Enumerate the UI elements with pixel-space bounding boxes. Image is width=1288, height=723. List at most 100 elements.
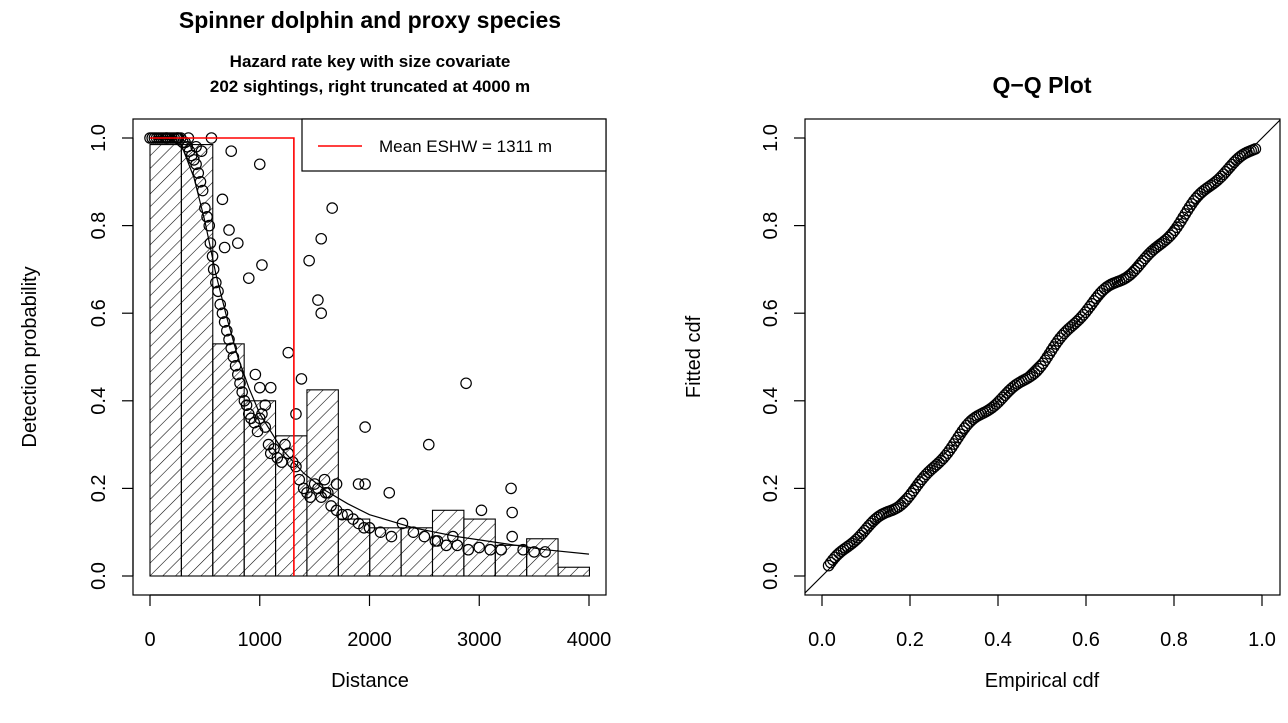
sighting-point: [431, 535, 444, 547]
histogram-bar: [557, 566, 590, 577]
x-tick-label: 0.6: [1072, 629, 1100, 651]
sighting-point: [236, 386, 248, 398]
qq-point: [992, 396, 1005, 408]
x-tick-label: 4000: [567, 629, 612, 651]
qq-point: [954, 428, 967, 441]
mean-eshw-line: [150, 137, 295, 576]
x-axis-label: Distance: [331, 670, 409, 692]
y-axis: 0.0 0.2 0.4 0.6 0.8 1.0: [88, 124, 134, 590]
sighting-point: [216, 307, 229, 319]
qq-point: [1249, 143, 1262, 155]
sighting-point: [212, 285, 224, 298]
sighting-point: [271, 451, 284, 464]
sighting-point: [318, 473, 331, 486]
sighting-point: [407, 526, 420, 538]
qq-point: [1043, 347, 1056, 360]
x-tick-label: 0.8: [1160, 629, 1188, 651]
sighting-point: [462, 543, 475, 556]
sighting-point: [505, 482, 517, 495]
sighting-point: [210, 276, 222, 289]
sighting-point: [290, 408, 302, 420]
histogram-bar: [494, 544, 528, 577]
chart-subtitle-line-2: 202 sightings, right truncated at 4000 m: [210, 77, 530, 96]
qq-point: [926, 462, 939, 475]
qq-point: [999, 389, 1011, 401]
x-tick-label: 3000: [457, 629, 502, 651]
sighting-point: [539, 546, 551, 558]
qq-point: [1183, 201, 1196, 213]
qq-point: [943, 444, 956, 457]
sighting-point: [195, 145, 208, 157]
sighting-point: [221, 324, 233, 337]
sighting-point: [242, 272, 255, 284]
sighting-point: [290, 460, 302, 473]
y-tick-label: 1.0: [88, 124, 110, 152]
sighting-point: [206, 250, 219, 263]
sighting-point: [190, 158, 202, 171]
sighting-point: [517, 543, 529, 556]
sighting-point: [385, 530, 398, 543]
qq-point: [1122, 270, 1134, 283]
sighting-point: [282, 346, 295, 359]
histogram-bar: [431, 509, 465, 577]
y-axis-label: Fitted cdf: [683, 315, 705, 398]
sighting-point: [194, 176, 207, 188]
chart-title: Spinner dolphin and proxy species: [179, 7, 561, 33]
qq-point: [1228, 156, 1240, 169]
sighting-point: [374, 526, 387, 538]
qq-point: [1141, 250, 1153, 262]
qq-point: [829, 551, 841, 564]
histogram-bar: [306, 389, 339, 577]
sighting-point: [303, 254, 315, 267]
qq-point: [1069, 317, 1081, 330]
fitted-detection-curve: [150, 137, 590, 555]
qq-point: [1211, 174, 1223, 187]
qq-point: [905, 487, 918, 500]
qq-point: [1226, 158, 1238, 171]
qq-points: [822, 143, 1262, 572]
sighting-point: [264, 381, 277, 394]
qq-point: [952, 431, 964, 444]
y-tick-label: 0.2: [760, 474, 782, 502]
qq-point: [1041, 351, 1054, 363]
sighting-point: [315, 232, 328, 245]
y-tick-label: 0.6: [88, 299, 110, 327]
x-tick-label: 0.2: [896, 629, 924, 651]
qq-point: [1060, 325, 1073, 337]
qq-point: [1083, 300, 1096, 313]
y-axis: 0.0 0.2 0.4 0.6 0.8 1.0: [760, 124, 806, 590]
qq-point: [1035, 360, 1047, 372]
sighting-point: [460, 377, 472, 390]
qq-point: [846, 537, 858, 550]
x-tick-label: 0.0: [808, 629, 836, 651]
sighting-point: [223, 224, 235, 236]
sighting-point: [363, 522, 376, 534]
sighting-point: [396, 517, 409, 530]
qq-point: [1039, 354, 1051, 367]
histogram-bar: [180, 144, 214, 577]
qq-point: [850, 533, 863, 546]
sighting-point: [506, 506, 518, 519]
sighting-point: [383, 486, 396, 499]
qq-point: [1064, 321, 1077, 333]
qq-point: [1126, 267, 1139, 279]
histogram-bar: [337, 518, 371, 577]
chart-title: Q−Q Plot: [992, 72, 1091, 98]
sighting-point: [259, 421, 272, 433]
x-axis-label: Empirical cdf: [985, 670, 1100, 692]
x-tick-label: 1000: [238, 629, 283, 651]
qq-point: [822, 559, 835, 572]
histogram-bar: [400, 527, 434, 577]
qq-point: [865, 517, 877, 530]
qq-point: [894, 499, 907, 511]
sighting-point: [204, 237, 217, 249]
sighting-point: [214, 298, 227, 311]
y-tick-label: 0.2: [88, 474, 110, 502]
qq-point: [933, 456, 945, 469]
sighting-point: [223, 333, 235, 346]
y-axis-label: Detection probability: [19, 266, 41, 447]
qq-point: [1066, 319, 1079, 332]
sighting-point: [475, 504, 488, 517]
x-tick-label: 0: [144, 629, 155, 651]
